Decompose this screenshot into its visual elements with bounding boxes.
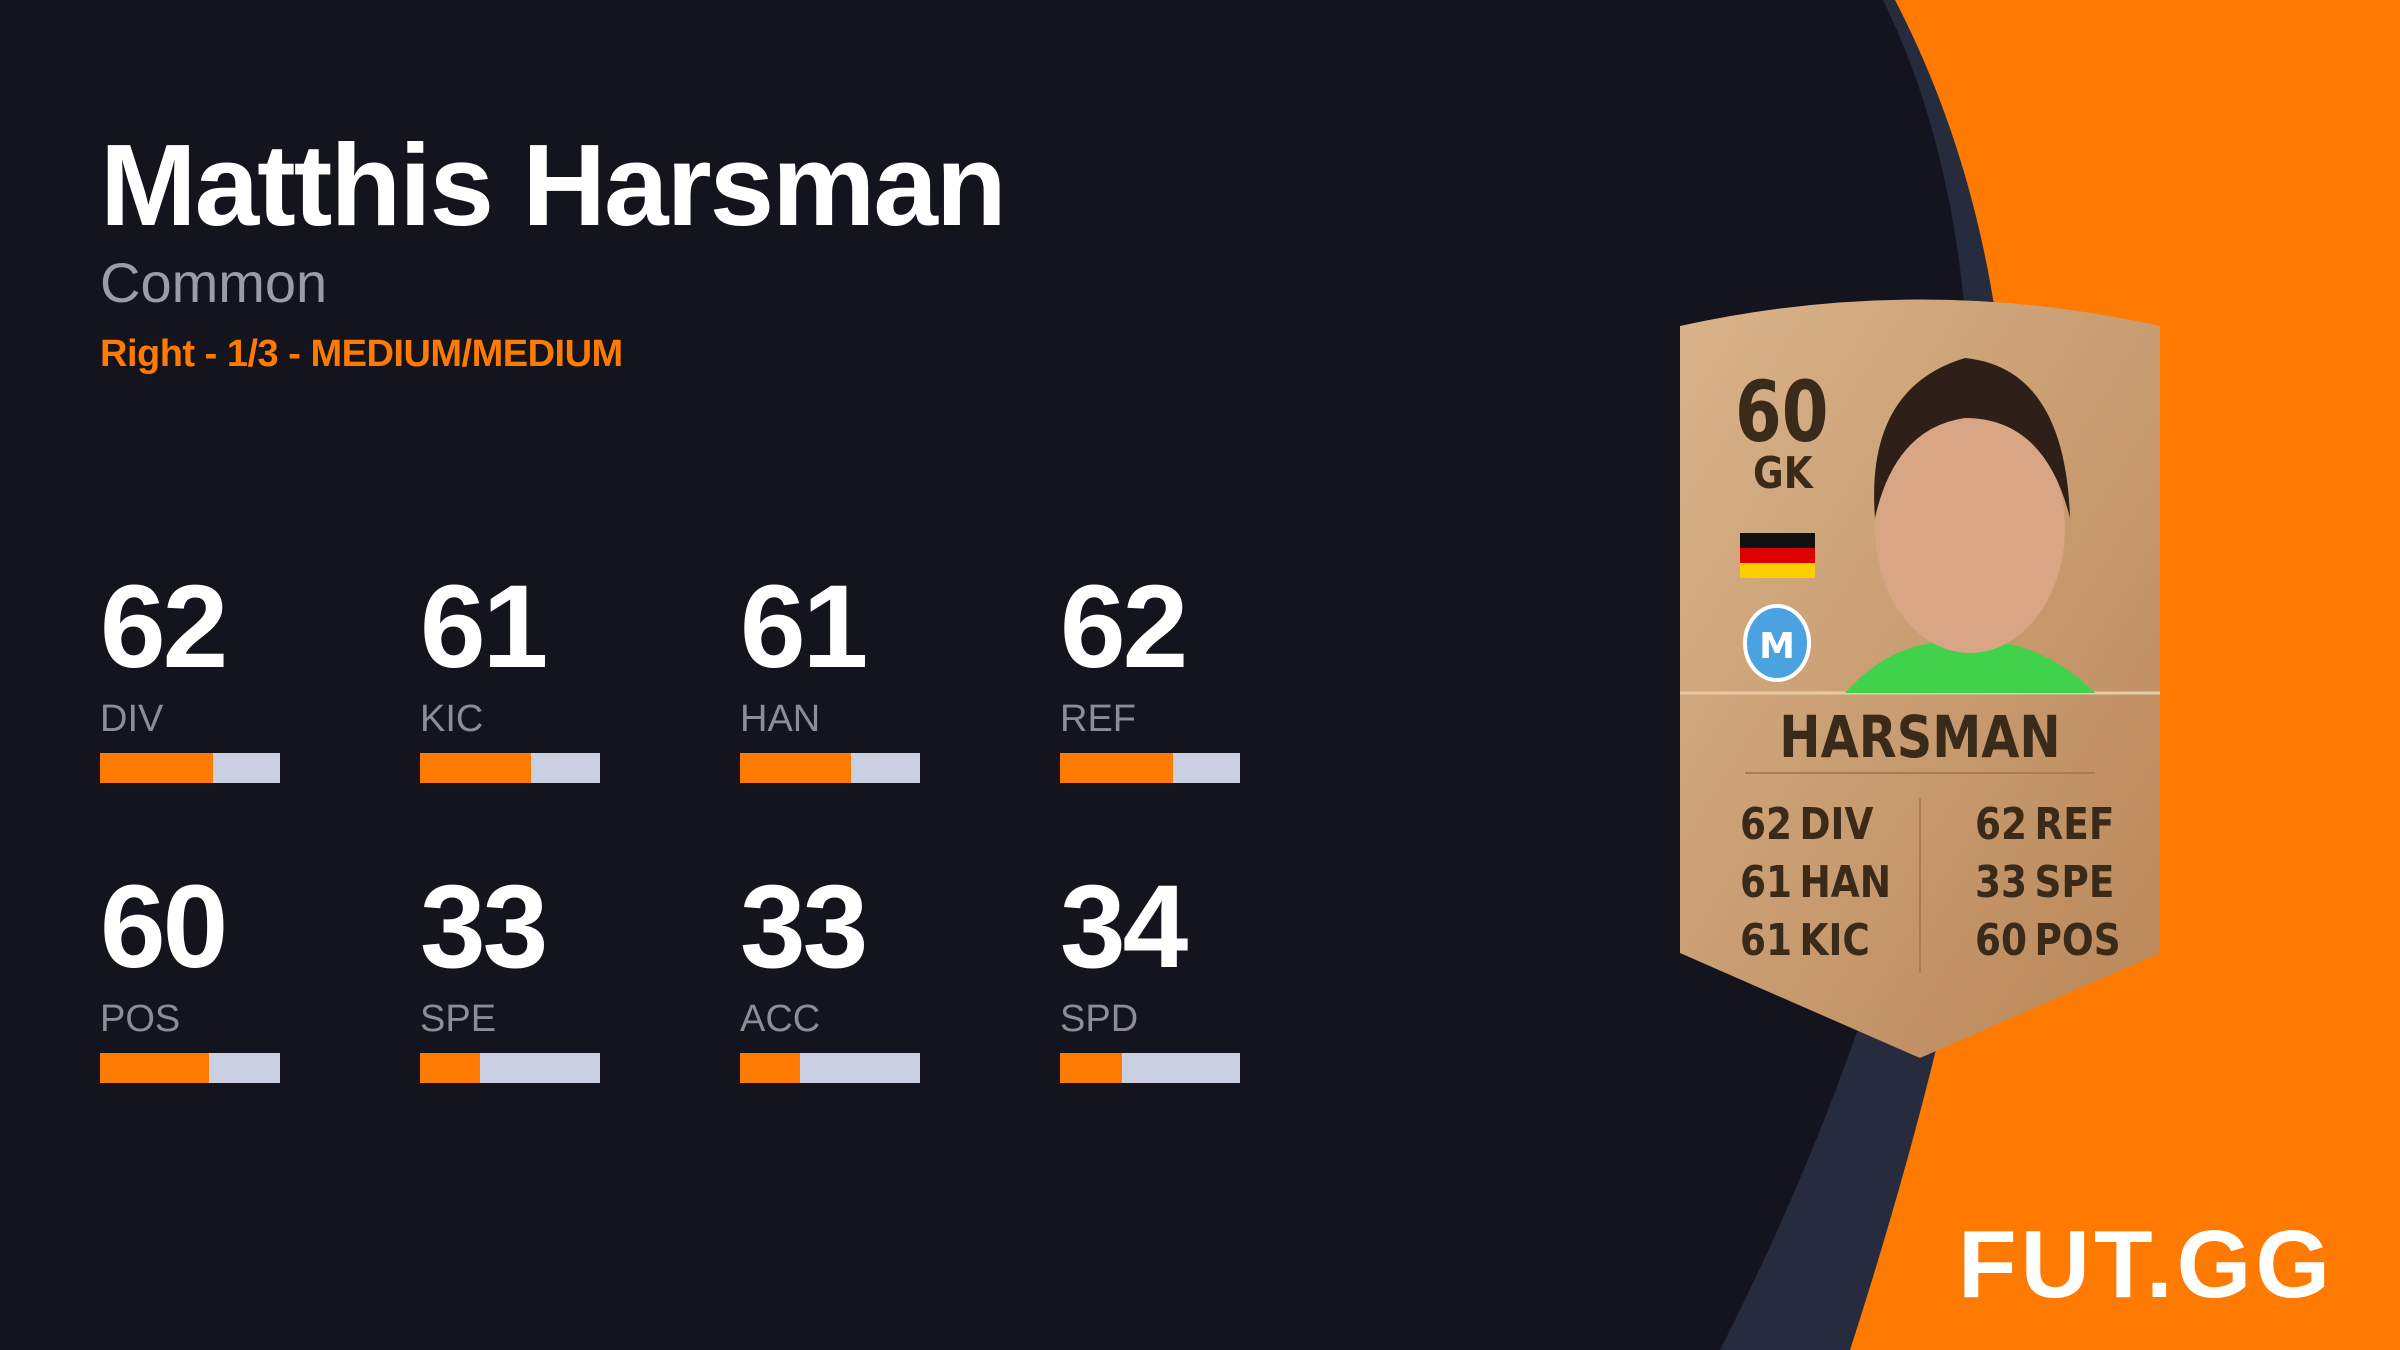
- stat-spe: 33 SPE: [420, 868, 600, 1083]
- stat-acc: 33 ACC: [740, 868, 920, 1083]
- futgg-logo: FUT.GG: [1958, 1211, 2334, 1318]
- stat-bar: [740, 1053, 920, 1083]
- stat-label: SPE: [420, 998, 497, 1040]
- stat-bar: [100, 1053, 280, 1083]
- card-stats-right: 62 REF 33 SPE 60 POS: [1975, 799, 2121, 966]
- player-info: Right - 1/3 - MEDIUM/MEDIUM: [100, 333, 623, 375]
- card-rating: 60: [1735, 363, 1829, 461]
- stat-label: ACC: [740, 998, 821, 1040]
- stat-bar-fill: [1060, 753, 1173, 783]
- stat-label: POS: [100, 998, 181, 1040]
- stat-bar-fill: [1060, 1053, 1122, 1083]
- stat-pos: 60 POS: [100, 868, 280, 1083]
- card-position: GK: [1753, 448, 1813, 499]
- stat-label: DIV: [100, 698, 164, 740]
- stat-bar: [1060, 1053, 1240, 1083]
- stat-bar-fill: [420, 1053, 480, 1083]
- stat-bar: [1060, 753, 1240, 783]
- stat-value: 61: [740, 561, 868, 693]
- stat-label: KIC: [420, 698, 484, 740]
- germany-flag-icon: [1740, 533, 1815, 578]
- stat-label: HAN: [740, 698, 821, 740]
- stat-bar: [420, 1053, 600, 1083]
- club-badge-icon: M: [1743, 604, 1811, 682]
- stat-bar-fill: [100, 1053, 210, 1083]
- player-photo: [1845, 358, 2095, 693]
- stat-bar-fill: [420, 753, 531, 783]
- stat-value: 33: [740, 861, 868, 993]
- stat-kic: 61 KIC: [420, 568, 600, 783]
- stat-bar-fill: [100, 753, 213, 783]
- stat-ref: 62 REF: [1060, 568, 1240, 783]
- stat-han: 61 HAN: [740, 568, 920, 783]
- stat-bar-fill: [740, 1053, 800, 1083]
- card-stats-left: 62 DIV 61 HAN 61 KIC: [1740, 799, 1892, 966]
- stat-bar: [420, 753, 600, 783]
- svg-text:M: M: [1759, 626, 1795, 667]
- player-name: Matthis Harsman: [100, 120, 1007, 250]
- stat-bar: [100, 753, 280, 783]
- stat-value: 62: [1060, 561, 1188, 693]
- stat-value: 33: [420, 861, 548, 993]
- stat-div: 62 DIV: [100, 568, 280, 783]
- stat-value: 60: [100, 861, 228, 993]
- stat-label: SPD: [1060, 998, 1139, 1040]
- stat-spd: 34 SPD: [1060, 868, 1240, 1083]
- stat-label: REF: [1060, 698, 1136, 740]
- player-card: M 60 GK HARSMAN 62 DIV 61 HAN 61 KIC 62 REF …: [1675, 288, 2165, 1058]
- card-name: HARSMAN: [1779, 703, 2061, 771]
- stat-value: 34: [1060, 861, 1188, 993]
- stat-bar-fill: [740, 753, 851, 783]
- stat-value: 61: [420, 561, 548, 693]
- stat-value: 62: [100, 561, 228, 693]
- player-rarity: Common: [100, 251, 328, 314]
- stat-bar: [740, 753, 920, 783]
